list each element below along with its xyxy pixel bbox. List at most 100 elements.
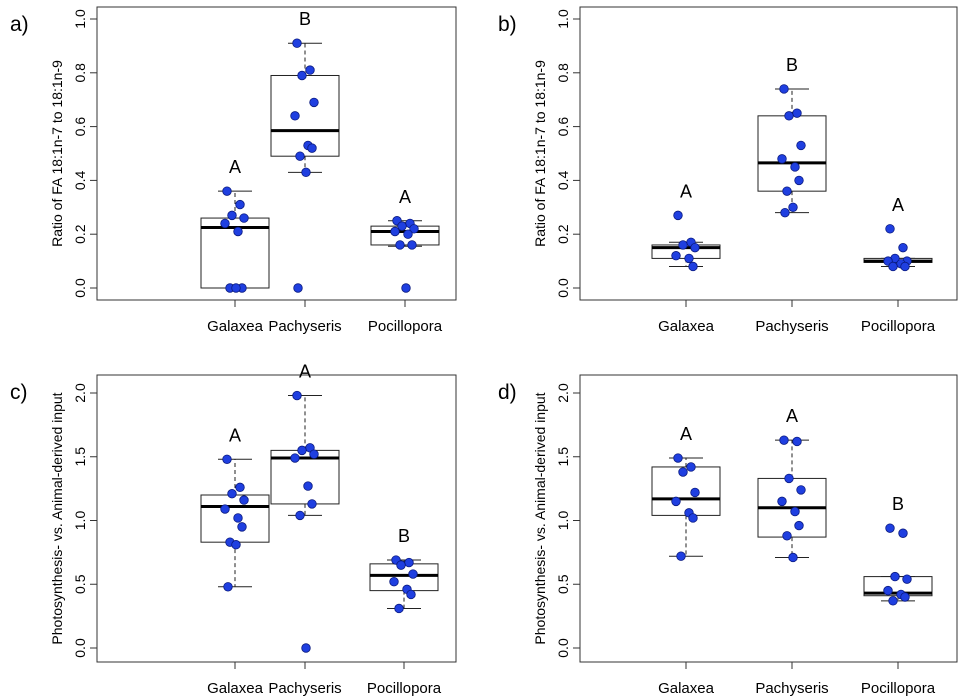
data-point <box>790 162 800 172</box>
y-tick-label: 0.8 <box>72 63 88 83</box>
data-point <box>235 199 245 210</box>
data-point <box>292 390 302 401</box>
data-point <box>231 540 241 550</box>
data-point <box>784 111 794 121</box>
data-point <box>777 154 787 164</box>
data-point <box>690 242 700 253</box>
data-point <box>309 97 319 108</box>
box-pachyseris <box>270 42 340 173</box>
data-point <box>673 210 683 221</box>
data-point <box>885 523 895 533</box>
x-tick-label: Pachyseris <box>268 680 341 697</box>
significance-letter: A <box>680 181 692 201</box>
panel-3: c) 0.0 0.5 1.0 1.5 2.0 Photosynthesis- vs. Ani… <box>10 362 457 697</box>
x-tick-label: Pachyseris <box>755 318 828 335</box>
x-tick-label: Pachyseris <box>268 318 341 335</box>
data-point <box>678 240 688 250</box>
data-point <box>223 582 233 592</box>
data-point <box>407 240 417 250</box>
y-tick-label: 2.0 <box>72 383 88 403</box>
data-point <box>779 435 789 445</box>
x-tick-label: Pocillopora <box>861 318 936 335</box>
significance-letter: A <box>680 424 692 444</box>
data-point <box>790 506 800 517</box>
data-point <box>898 528 908 538</box>
significance-letter: B <box>398 526 410 546</box>
panel-2: b) 0.0 0.2 0.4 0.6 0.8 1.0 Ratio of FA 18:1n-7 … <box>498 6 958 335</box>
y-tick-label: 0.8 <box>555 63 571 83</box>
data-point <box>779 84 789 94</box>
data-point <box>307 499 317 509</box>
data-point <box>406 589 416 600</box>
data-point <box>780 207 790 218</box>
data-point <box>900 592 910 602</box>
data-point <box>409 224 419 234</box>
plot-frame <box>96 6 457 301</box>
y-tick-label: 0.0 <box>72 278 88 298</box>
data-point <box>678 467 688 477</box>
data-point <box>395 240 405 250</box>
data-point <box>684 253 694 264</box>
data-point <box>292 38 302 48</box>
panel-label: a) <box>10 13 29 36</box>
y-tick-label: 0.0 <box>555 278 571 298</box>
data-point <box>390 226 400 237</box>
y-tick-label: 1.0 <box>555 9 571 29</box>
data-point <box>295 151 305 161</box>
x-tick-label: Pocillopora <box>368 318 443 335</box>
data-point <box>239 213 249 223</box>
data-point <box>690 487 700 498</box>
data-point <box>239 495 249 505</box>
y-tick-label: 0.0 <box>72 638 88 658</box>
panel-label: b) <box>498 13 517 36</box>
data-point <box>784 473 794 484</box>
data-point <box>303 481 313 491</box>
data-point <box>394 603 404 614</box>
significance-letter: B <box>786 55 798 75</box>
y-tick-label: 1.5 <box>555 447 571 467</box>
y-tick-label: 0.0 <box>555 638 571 658</box>
data-point <box>902 574 912 584</box>
box-galaxea <box>200 190 270 289</box>
data-point <box>222 186 232 196</box>
data-point <box>403 229 413 239</box>
data-point <box>233 513 243 523</box>
significance-letter: A <box>299 362 311 382</box>
panel-1: a) 0.0 0.2 0.4 0.6 0.8 1.0 Ratio of FA 18:1n-7 … <box>10 6 457 335</box>
data-point <box>401 283 411 293</box>
data-point <box>235 482 245 493</box>
y-axis-title: Photosynthesis- vs. Animal-derived input <box>532 392 548 644</box>
x-tick-label: Galaxea <box>658 318 715 335</box>
data-point <box>408 569 418 579</box>
y-tick-label: 1.0 <box>72 9 88 29</box>
y-tick-label: 0.6 <box>72 117 88 137</box>
data-point <box>686 462 696 472</box>
y-tick-label: 0.2 <box>72 224 88 244</box>
data-point <box>898 242 908 253</box>
data-point <box>777 496 787 507</box>
data-point <box>307 143 317 153</box>
data-point <box>885 224 895 234</box>
box-iqr <box>757 115 827 192</box>
y-tick-label: 0.5 <box>555 574 571 594</box>
data-point <box>888 596 898 606</box>
x-tick-label: Galaxea <box>658 680 715 697</box>
data-point <box>796 485 806 495</box>
data-point <box>233 226 243 237</box>
data-point <box>301 643 311 653</box>
y-tick-label: 0.4 <box>72 170 88 190</box>
data-point <box>883 585 893 596</box>
data-point <box>290 453 300 463</box>
panel-4: d) 0.0 0.5 1.0 1.5 2.0 Photosynthesis- vs. Ani… <box>498 374 958 697</box>
plot-frame <box>96 374 457 663</box>
plot-frame <box>579 6 958 301</box>
data-point <box>890 571 900 582</box>
data-point <box>231 283 241 293</box>
data-point <box>794 520 804 531</box>
data-point <box>888 261 898 272</box>
data-point <box>792 436 802 447</box>
data-point <box>297 445 307 456</box>
data-point <box>290 111 300 121</box>
y-axis-title: Ratio of FA 18:1n-7 to 18:1n-9 <box>532 60 548 247</box>
data-point <box>293 283 303 293</box>
